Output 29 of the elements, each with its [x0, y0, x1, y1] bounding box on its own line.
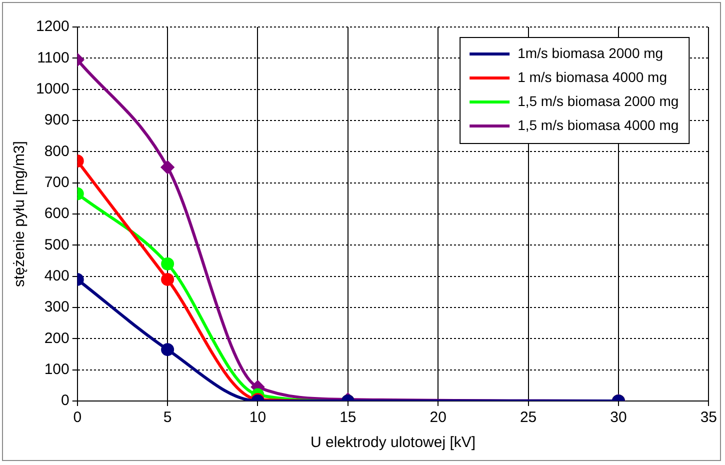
y-tick-label: 800 — [44, 142, 70, 160]
legend-label: 1,5 m/s biomasa 4000 mg — [518, 116, 679, 133]
point — [161, 160, 174, 174]
y-tick-label: 1200 — [36, 18, 70, 36]
x-tick-label: 0 — [73, 409, 82, 426]
y-tick-label: 1000 — [36, 80, 70, 98]
y-tick-label: 0 — [61, 392, 70, 410]
y-axis-title: stężenie pyłu [mg/m3] — [11, 141, 28, 287]
y-tick-label: 900 — [44, 112, 70, 129]
y-tick-label: 1100 — [37, 49, 70, 66]
y-tick-label: 200 — [44, 330, 70, 347]
legend-label: 1,5 m/s biomasa 2000 mg — [518, 92, 679, 109]
y-tick-label: 400 — [44, 267, 70, 284]
legend-label: 1m/s biomasa 2000 mg — [518, 44, 664, 61]
x-tick-label: 30 — [610, 409, 627, 426]
y-tick-label: 500 — [44, 236, 70, 254]
y-tick-label: 300 — [44, 298, 70, 316]
point — [161, 257, 174, 270]
x-tick-label: 20 — [430, 409, 446, 426]
y-tick-label: 600 — [44, 205, 70, 222]
x-tick-label: 15 — [340, 409, 356, 426]
y-tick-label: 700 — [44, 174, 70, 191]
x-tick-label: 25 — [520, 409, 537, 426]
x-tick-label: 35 — [700, 409, 717, 426]
y-tick-label: 100 — [44, 360, 70, 378]
x-tick-label: 5 — [163, 409, 172, 426]
legend-label: 1 m/s biomasa 4000 mg — [518, 68, 667, 85]
x-tick-label: 10 — [249, 409, 266, 426]
x-axis-title: U elektrody ulotowej [kV] — [310, 434, 476, 452]
